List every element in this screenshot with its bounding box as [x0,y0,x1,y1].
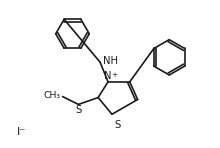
Text: N: N [104,71,112,81]
Text: I⁻: I⁻ [16,127,26,137]
Text: +: + [111,72,117,78]
Text: S: S [75,105,82,115]
Text: NH: NH [103,56,118,66]
Text: S: S [114,120,120,130]
Text: CH₃: CH₃ [44,91,61,100]
